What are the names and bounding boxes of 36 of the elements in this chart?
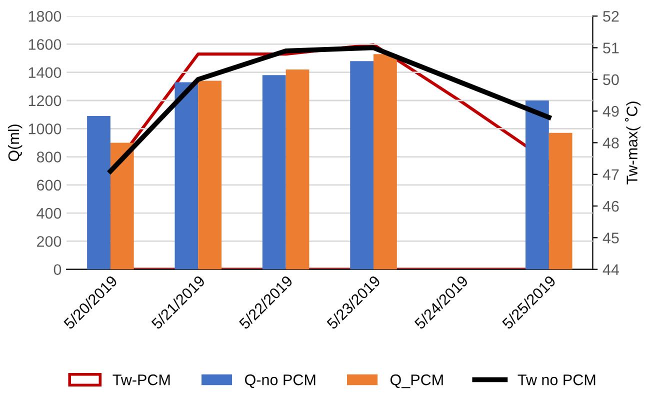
y-tick-label: 1400 — [28, 67, 62, 78]
bar — [198, 80, 222, 270]
y-tick-label: 1600 — [28, 39, 62, 50]
y-tick-label: 200 — [37, 236, 62, 247]
legend-label: Q_PCM — [390, 374, 443, 388]
bar — [262, 75, 286, 270]
legend-label: Q-no PCM — [245, 374, 316, 388]
y2-tick-label: 47 — [602, 169, 619, 180]
bar — [87, 116, 110, 270]
y2-tick-label: 50 — [603, 74, 619, 86]
bar — [548, 132, 572, 270]
y-tick-label: 400 — [36, 208, 62, 219]
y2-tick-label: 51 — [603, 42, 619, 54]
y-tick-label: 1000 — [28, 124, 62, 134]
bar — [174, 82, 198, 270]
bar — [526, 100, 549, 270]
y-tick-label: 600 — [37, 180, 62, 191]
legend-label: Tw-PCM — [112, 374, 170, 386]
y-tick-label: 1200 — [28, 95, 62, 106]
bar — [110, 142, 134, 270]
y2-axis-title: Tw-max( ˚C) — [625, 102, 640, 184]
y-tick-label: 800 — [36, 152, 62, 162]
y-tick-label: 1800 — [28, 10, 62, 22]
y-tick-label: 0 — [54, 264, 62, 276]
bar — [286, 70, 310, 270]
y2-tick-label: 48 — [602, 138, 619, 148]
bar — [350, 61, 374, 270]
y2-tick-label: 44 — [602, 264, 620, 275]
y2-tick-label: 52 — [603, 10, 619, 22]
legend-label: Tw no PCM — [518, 374, 596, 386]
line-series — [108, 45, 552, 174]
y-axis-title: Q(ml) — [8, 124, 22, 162]
bar — [374, 54, 397, 270]
y2-tick-label: 49 — [602, 106, 619, 117]
y2-tick-label: 46 — [602, 200, 619, 212]
y2-tick-label: 45 — [602, 232, 619, 244]
